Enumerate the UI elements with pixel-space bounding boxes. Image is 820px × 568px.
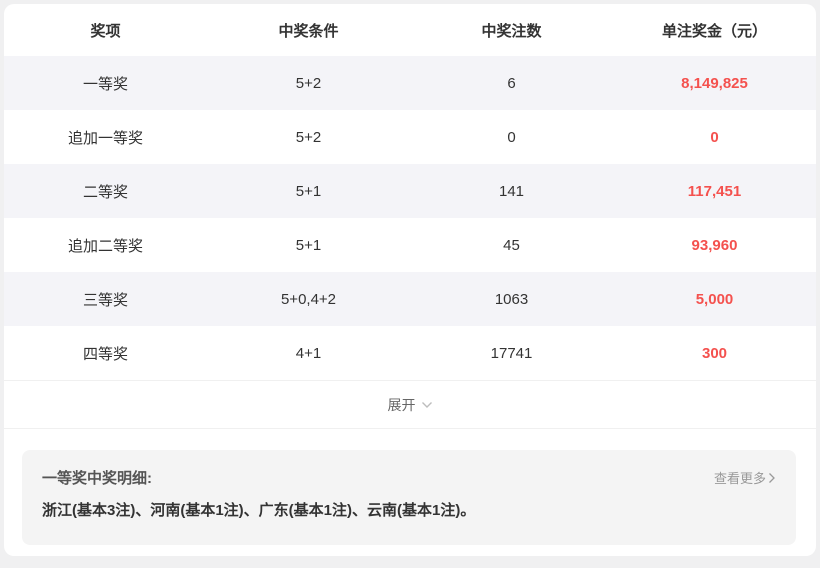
prize-cell: 追加二等奖 (67, 237, 143, 255)
amount-cell: 300 (701, 344, 728, 362)
condition-cell: 5+2 (295, 128, 322, 146)
table-row: 二等奖 5+1 141 117,451 (4, 164, 816, 218)
expand-button[interactable]: 展开 (4, 380, 816, 429)
condition-cell: 5+1 (295, 182, 322, 200)
prize-cell: 三等奖 (82, 291, 128, 309)
prize-cell: 一等奖 (82, 75, 128, 93)
amount-cell: 0 (710, 128, 719, 146)
prize-table-card: 奖项 中奖条件 中奖注数 单注奖金（元） 一等奖 5+2 6 8,149,825 追加一… (4, 4, 816, 556)
amount-cell: 117,451 (687, 182, 742, 200)
prize-cell: 追加一等奖 (67, 129, 143, 147)
detail-title: 一等奖中奖明细: (42, 470, 152, 487)
table-row: 四等奖 4+1 17741 300 (4, 326, 816, 380)
detail-head: 一等奖中奖明细: 查看更多 (42, 467, 776, 488)
first-prize-detail-box: 一等奖中奖明细: 查看更多 浙江(基本3注)、河南(基本1注)、广东(基本1注)… (22, 450, 796, 545)
view-more-link[interactable]: 查看更多 (714, 468, 776, 487)
condition-cell: 5+1 (295, 236, 322, 254)
table-header-row: 奖项 中奖条件 中奖注数 单注奖金（元） (4, 4, 816, 56)
header-prize: 奖项 (90, 22, 121, 40)
prize-cell: 四等奖 (82, 345, 128, 363)
prize-cell: 二等奖 (82, 183, 128, 201)
table-row: 追加一等奖 5+2 0 0 (4, 110, 816, 164)
condition-cell: 5+2 (295, 74, 322, 92)
header-condition: 中奖条件 (278, 22, 339, 40)
table-row: 三等奖 5+0,4+2 1063 5,000 (4, 272, 816, 326)
count-cell: 6 (507, 74, 516, 92)
amount-cell: 93,960 (691, 236, 738, 254)
amount-cell: 8,149,825 (681, 74, 748, 92)
chevron-down-icon (421, 401, 433, 409)
count-cell: 45 (503, 236, 520, 254)
chevron-right-icon (768, 472, 776, 484)
count-cell: 1063 (494, 290, 529, 308)
count-cell: 0 (507, 128, 516, 146)
prize-table-body: 一等奖 5+2 6 8,149,825 追加一等奖 5+2 0 0 二等奖 5+1 141 117,4… (4, 56, 816, 380)
expand-label: 展开 (387, 396, 416, 413)
amount-cell: 5,000 (695, 290, 734, 308)
view-more-label: 查看更多 (713, 471, 766, 486)
detail-body-text: 浙江(基本3注)、河南(基本1注)、广东(基本1注)、云南(基本1注)。 (42, 502, 476, 519)
table-row: 一等奖 5+2 6 8,149,825 (4, 56, 816, 110)
count-cell: 141 (498, 182, 525, 200)
count-cell: 17741 (490, 344, 533, 362)
condition-cell: 5+0,4+2 (280, 290, 337, 308)
table-row: 追加二等奖 5+1 45 93,960 (4, 218, 816, 272)
header-amount: 单注奖金（元） (661, 22, 767, 40)
header-count: 中奖注数 (481, 22, 542, 40)
condition-cell: 4+1 (295, 344, 322, 362)
